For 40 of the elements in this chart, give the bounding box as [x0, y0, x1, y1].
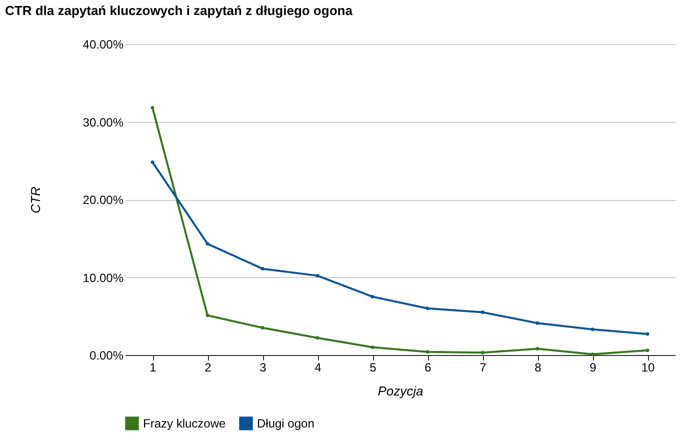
- point: [260, 326, 264, 330]
- x-tick-label: 3: [260, 360, 267, 374]
- y-axis-title: CTR: [28, 186, 43, 214]
- point: [426, 306, 430, 310]
- x-axis-title: Pozycja: [378, 384, 424, 398]
- point: [150, 106, 154, 110]
- point: [646, 332, 650, 336]
- point: [206, 314, 210, 318]
- x-tick-label: 6: [424, 360, 432, 374]
- x-tick-label: 9: [590, 360, 597, 374]
- point: [370, 294, 374, 298]
- x-tick-label: 8: [534, 360, 542, 374]
- point: [480, 310, 484, 314]
- y-tick-label: 20.00%: [82, 193, 124, 207]
- point: [480, 350, 484, 354]
- legend-label: Frazy kluczowe: [143, 416, 226, 430]
- point: [590, 352, 594, 356]
- x-tick-label: 5: [370, 360, 377, 374]
- x-tick-label: 10: [641, 360, 655, 374]
- point: [260, 266, 264, 270]
- x-tick-label: 7: [480, 360, 487, 374]
- point: [536, 347, 540, 351]
- y-tick-label: 30.00%: [82, 115, 124, 130]
- legend-label: Długi ogon: [257, 416, 314, 430]
- point: [590, 328, 594, 332]
- point: [646, 348, 650, 352]
- x-tick-label: 4: [314, 360, 322, 374]
- y-tick-label: 40.00%: [82, 38, 124, 52]
- point: [206, 242, 210, 246]
- y-tick-label: 0.00%: [89, 348, 124, 362]
- chart-title: CTR dla zapytań kluczowych i zapytań z długiego ogona: [5, 3, 354, 18]
- point: [536, 321, 540, 325]
- point: [316, 274, 320, 278]
- point: [316, 336, 320, 340]
- y-tick-label: 10.00%: [82, 270, 124, 285]
- x-tick-label: 1: [150, 360, 157, 374]
- point: [370, 345, 374, 349]
- point: [426, 350, 430, 354]
- point: [150, 160, 154, 164]
- x-tick-label: 2: [204, 360, 212, 374]
